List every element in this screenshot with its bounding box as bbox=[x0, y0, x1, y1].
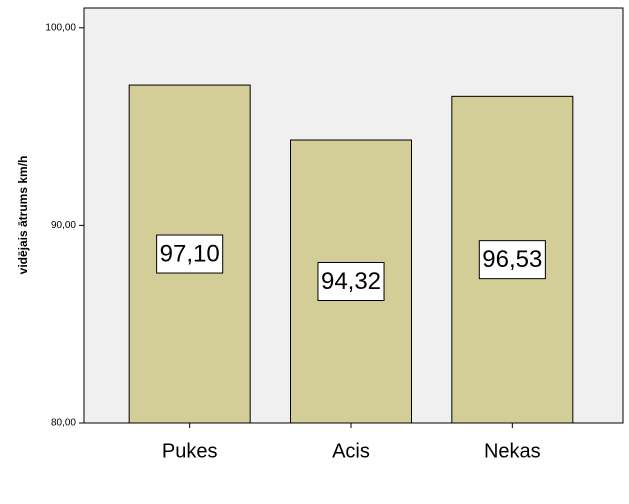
value-label: 94,32 bbox=[321, 268, 381, 295]
x-tick-label: Pukes bbox=[162, 440, 218, 462]
y-tick-label: 100,00 bbox=[45, 22, 76, 33]
x-tick-label: Acis bbox=[332, 440, 370, 462]
y-tick-label: 80,00 bbox=[51, 418, 76, 429]
value-label-box bbox=[478, 240, 546, 280]
x-tick-label: Nekas bbox=[484, 440, 541, 462]
value-label: 96,53 bbox=[482, 246, 542, 273]
value-label-box bbox=[317, 262, 385, 302]
value-label: 97,10 bbox=[160, 240, 220, 267]
y-tick-label: 90,00 bbox=[51, 220, 76, 231]
y-axis-title: vidējais ātrums km/h bbox=[16, 156, 30, 275]
value-label-box bbox=[156, 234, 224, 274]
